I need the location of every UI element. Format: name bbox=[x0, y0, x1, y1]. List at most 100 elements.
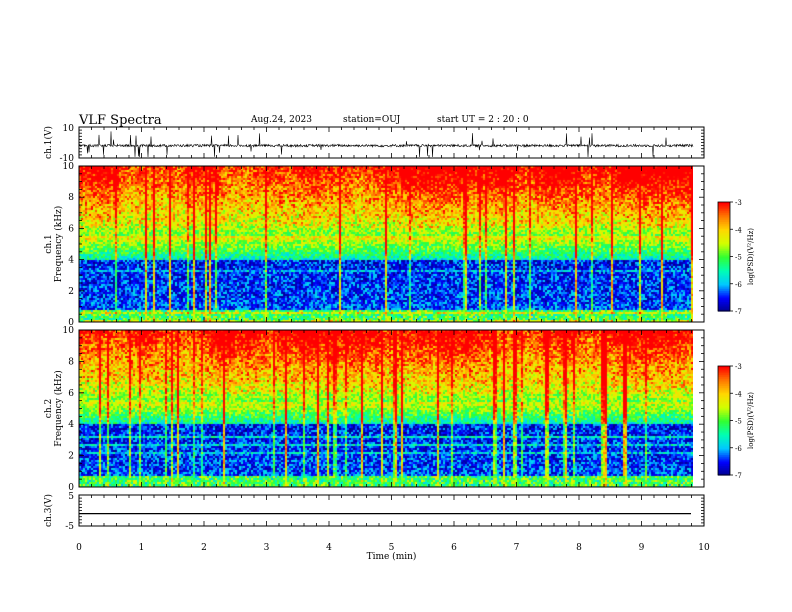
x-tick-label: 1 bbox=[139, 543, 145, 553]
colorbar-segment bbox=[718, 413, 730, 416]
colorbar-segment bbox=[718, 291, 730, 294]
colorbar-segment bbox=[718, 305, 730, 308]
colorbar-segment bbox=[718, 387, 730, 391]
colorbar-segment bbox=[718, 296, 730, 299]
colorbar-segment bbox=[718, 455, 730, 458]
colorbar-segment bbox=[718, 424, 730, 427]
colorbar-segment bbox=[718, 225, 730, 229]
colorbar-segment bbox=[718, 254, 730, 258]
colorbar-segment bbox=[718, 281, 730, 285]
x-tick-label: 7 bbox=[514, 543, 520, 553]
colorbar-tick-label: -6 bbox=[735, 281, 742, 289]
x-tick-label: 8 bbox=[576, 543, 582, 553]
colorbar-segment bbox=[718, 378, 730, 382]
colorbar-segment bbox=[718, 289, 730, 292]
colorbar-segment bbox=[718, 382, 730, 385]
chart-title: VLF Spectra bbox=[79, 113, 162, 128]
colorbar-segment bbox=[718, 440, 730, 443]
colorbar-segment bbox=[718, 227, 730, 230]
colorbar-segment bbox=[718, 369, 730, 373]
colorbar-segment bbox=[718, 241, 730, 245]
colorbar-segment bbox=[718, 409, 730, 413]
ch1-spectrogram-image bbox=[79, 166, 693, 322]
colorbar-segment bbox=[718, 411, 730, 414]
date-label: Aug.24, 2023 bbox=[251, 115, 312, 125]
colorbar-segment bbox=[718, 422, 730, 425]
frequency-axis-label: Frequency (kHz) bbox=[53, 206, 64, 283]
colorbar-segment bbox=[718, 380, 730, 383]
colorbar-segment bbox=[718, 252, 730, 256]
colorbar-segment bbox=[718, 429, 730, 432]
colorbar-segment bbox=[718, 375, 730, 378]
colorbar-segment bbox=[718, 234, 730, 238]
colorbar-segment bbox=[718, 402, 730, 405]
y-tick-label: 0 bbox=[68, 483, 74, 493]
colorbar-segment bbox=[718, 462, 730, 465]
colorbar-segment bbox=[718, 218, 730, 221]
colorbar-segment bbox=[718, 398, 730, 402]
colorbar-segment bbox=[718, 280, 730, 283]
y-tick-label: 4 bbox=[68, 256, 74, 266]
colorbar-segment bbox=[718, 366, 730, 369]
colorbar-segment bbox=[718, 389, 730, 393]
colorbar-segment bbox=[718, 396, 730, 400]
colorbar-tick-label: -3 bbox=[735, 363, 742, 371]
colorbar-segment bbox=[718, 272, 730, 276]
x-tick-label: 3 bbox=[264, 543, 270, 553]
colorbar-segment bbox=[718, 276, 730, 279]
y-tick-label: 8 bbox=[68, 193, 74, 203]
y-tick-label: -5 bbox=[65, 522, 74, 532]
colorbar-segment bbox=[718, 385, 730, 389]
colorbar-segment bbox=[718, 298, 730, 301]
colorbar-segment bbox=[718, 212, 730, 216]
colorbar-label: log(PSD)(V²/Hz) bbox=[747, 392, 755, 449]
colorbar-segment bbox=[718, 407, 730, 411]
colorbar-segment bbox=[718, 256, 730, 259]
colorbar-segment bbox=[718, 442, 730, 445]
colorbar-segment bbox=[718, 309, 730, 312]
colorbar-segment bbox=[718, 400, 730, 403]
colorbar-segment bbox=[718, 449, 730, 452]
y-tick-label: 10 bbox=[63, 124, 75, 134]
x-tick-label: 2 bbox=[201, 543, 207, 553]
colorbar-segment bbox=[718, 229, 730, 232]
colorbar-segment bbox=[718, 247, 730, 250]
colorbar-segment bbox=[718, 391, 730, 394]
colorbar-tick-label: -5 bbox=[735, 254, 742, 262]
colorbar-segment bbox=[718, 384, 730, 387]
colorbar-segment bbox=[718, 249, 730, 252]
colorbar-segment bbox=[718, 245, 730, 249]
colorbar-segment bbox=[718, 261, 730, 265]
y-tick-label: 6 bbox=[68, 224, 74, 234]
colorbar-segment bbox=[718, 471, 730, 474]
colorbar-segment bbox=[718, 203, 730, 207]
colorbar-tick-label: -6 bbox=[735, 445, 742, 453]
colorbar-segment bbox=[718, 211, 730, 214]
colorbar-segment bbox=[718, 395, 730, 398]
channel-label: ch.1 bbox=[44, 234, 54, 253]
colorbar-segment bbox=[718, 292, 730, 296]
colorbar-segment bbox=[718, 216, 730, 219]
start-time-label: start UT = 2 : 20 : 0 bbox=[437, 115, 529, 125]
colorbar-segment bbox=[718, 220, 730, 223]
colorbar-segment bbox=[718, 416, 730, 420]
colorbar-segment bbox=[718, 373, 730, 376]
y-tick-label: 5 bbox=[68, 492, 74, 502]
waveform-axis-label: ch.1(V) bbox=[43, 126, 54, 159]
y-tick-label: 10 bbox=[63, 326, 75, 336]
colorbar-segment bbox=[718, 436, 730, 440]
colorbar-segment bbox=[718, 283, 730, 287]
colorbar-segment bbox=[718, 223, 730, 227]
y-tick-label: 4 bbox=[68, 420, 74, 430]
x-tick-label: 6 bbox=[451, 543, 457, 553]
colorbar-segment bbox=[718, 456, 730, 460]
y-tick-label: 10 bbox=[63, 162, 75, 172]
colorbar-segment bbox=[718, 238, 730, 241]
colorbar-segment bbox=[718, 207, 730, 210]
colorbar-segment bbox=[718, 473, 730, 476]
colorbar-segment bbox=[718, 263, 730, 267]
x-tick-label: 4 bbox=[326, 543, 332, 553]
x-tick-label: 10 bbox=[698, 543, 710, 553]
colorbar-segment bbox=[718, 202, 730, 205]
